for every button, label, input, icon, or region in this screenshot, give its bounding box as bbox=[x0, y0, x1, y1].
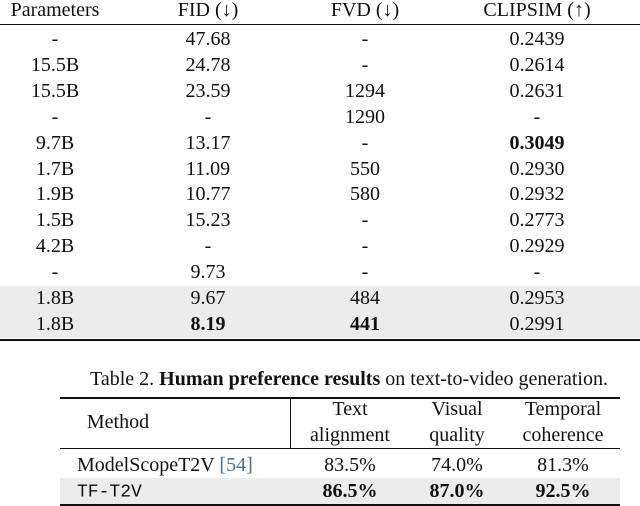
cell: 15.5B bbox=[30, 79, 80, 102]
column-header: Method bbox=[86, 411, 150, 433]
cell: - bbox=[51, 105, 59, 128]
cell-text: 86.5% bbox=[322, 480, 378, 502]
cell: 9.67 bbox=[190, 287, 226, 309]
citation: [54] bbox=[219, 454, 253, 476]
cell: 0.2614 bbox=[509, 53, 565, 76]
cell: 1.9B bbox=[35, 183, 75, 206]
cell: - bbox=[533, 105, 541, 128]
cell-text: 0.3049 bbox=[509, 131, 565, 154]
cell: 92.5% bbox=[536, 481, 591, 501]
cell: 1.8B bbox=[35, 287, 75, 309]
cell: - bbox=[361, 28, 369, 50]
cell: 0.2991 bbox=[509, 312, 565, 335]
cell: - bbox=[204, 235, 212, 258]
cell: 13.17 bbox=[185, 131, 231, 154]
cell: 0.2932 bbox=[509, 183, 565, 206]
cell-text: 441 bbox=[350, 312, 380, 335]
cell-text: 92.5% bbox=[535, 480, 591, 502]
cell: 0.2631 bbox=[509, 79, 565, 102]
cell: - bbox=[533, 261, 541, 284]
row-highlight bbox=[60, 478, 620, 504]
rule bbox=[60, 397, 620, 399]
column-header: Parameters bbox=[10, 0, 100, 21]
cell: 23.59 bbox=[185, 79, 231, 102]
rule bbox=[290, 397, 291, 448]
cell: 550 bbox=[350, 157, 380, 180]
column-header: Temporal bbox=[524, 398, 602, 420]
cell: 0.2439 bbox=[509, 28, 565, 50]
cell: 0.2929 bbox=[509, 235, 565, 258]
cell: 0.2953 bbox=[509, 287, 565, 309]
cell: 15.5B bbox=[30, 53, 80, 76]
cell: 1290 bbox=[345, 105, 385, 128]
cell: - bbox=[51, 28, 59, 50]
cell: ModelScopeT2V [54] bbox=[77, 455, 253, 475]
caption-label: Table 2. bbox=[90, 368, 155, 390]
cell: 86.5% bbox=[323, 481, 378, 501]
rule bbox=[60, 504, 620, 506]
cell: - bbox=[361, 53, 369, 76]
cell: 1.5B bbox=[35, 209, 75, 232]
caption: Table 2. Human preference results on tex… bbox=[90, 369, 608, 389]
row-highlight bbox=[0, 286, 640, 312]
cell-text: 87.0% bbox=[429, 480, 485, 502]
column-header: FVD (↓) bbox=[330, 0, 400, 21]
cell: 0.3049 bbox=[510, 133, 565, 153]
column-header: alignment bbox=[310, 424, 390, 446]
cell: 9.7B bbox=[35, 131, 75, 154]
caption-text: on text-to-video generation. bbox=[385, 368, 608, 390]
cell: 484 bbox=[350, 287, 380, 309]
cell: - bbox=[361, 131, 369, 154]
rule bbox=[0, 24, 640, 25]
cell: 8.19 bbox=[191, 314, 226, 334]
cell-text: 8.19 bbox=[190, 312, 226, 335]
cell: 15.23 bbox=[185, 209, 231, 232]
cell: 1294 bbox=[345, 79, 385, 102]
cell-text: TF-T2V bbox=[77, 482, 142, 503]
cell: 1.8B bbox=[35, 312, 75, 335]
cell: - bbox=[51, 261, 59, 284]
cell-text: ModelScopeT2V bbox=[77, 454, 215, 476]
cell: 0.2930 bbox=[509, 157, 565, 180]
column-header: coherence bbox=[522, 424, 604, 446]
cell: 24.78 bbox=[185, 53, 231, 76]
cell: - bbox=[361, 209, 369, 232]
column-header: quality bbox=[429, 424, 485, 446]
cell: 87.0% bbox=[430, 481, 485, 501]
cell: - bbox=[204, 105, 212, 128]
cell: 1.7B bbox=[35, 157, 75, 180]
rule bbox=[60, 448, 620, 449]
cell: 74.0% bbox=[431, 454, 483, 476]
cell: 441 bbox=[350, 314, 380, 334]
cell: - bbox=[361, 235, 369, 258]
cell: TF-T2V bbox=[77, 481, 142, 502]
cell: 0.2773 bbox=[509, 209, 565, 232]
cell: 9.73 bbox=[190, 261, 226, 284]
cell: 580 bbox=[350, 183, 380, 206]
cell: 47.68 bbox=[185, 28, 231, 50]
cell: 10.77 bbox=[185, 183, 231, 206]
column-header: FID (↓) bbox=[177, 0, 239, 21]
rule bbox=[0, 339, 640, 341]
row-highlight bbox=[0, 311, 640, 338]
cell: 11.09 bbox=[185, 157, 231, 180]
cell: - bbox=[361, 261, 369, 284]
column-header: CLIPSIM (↑) bbox=[483, 0, 591, 21]
column-header: Text bbox=[332, 398, 368, 420]
cell: 4.2B bbox=[35, 235, 75, 258]
column-header: Visual bbox=[431, 398, 483, 420]
caption-bold: Human preference results bbox=[159, 368, 381, 390]
cell: 83.5% bbox=[324, 454, 376, 476]
cell: 81.3% bbox=[537, 454, 589, 476]
